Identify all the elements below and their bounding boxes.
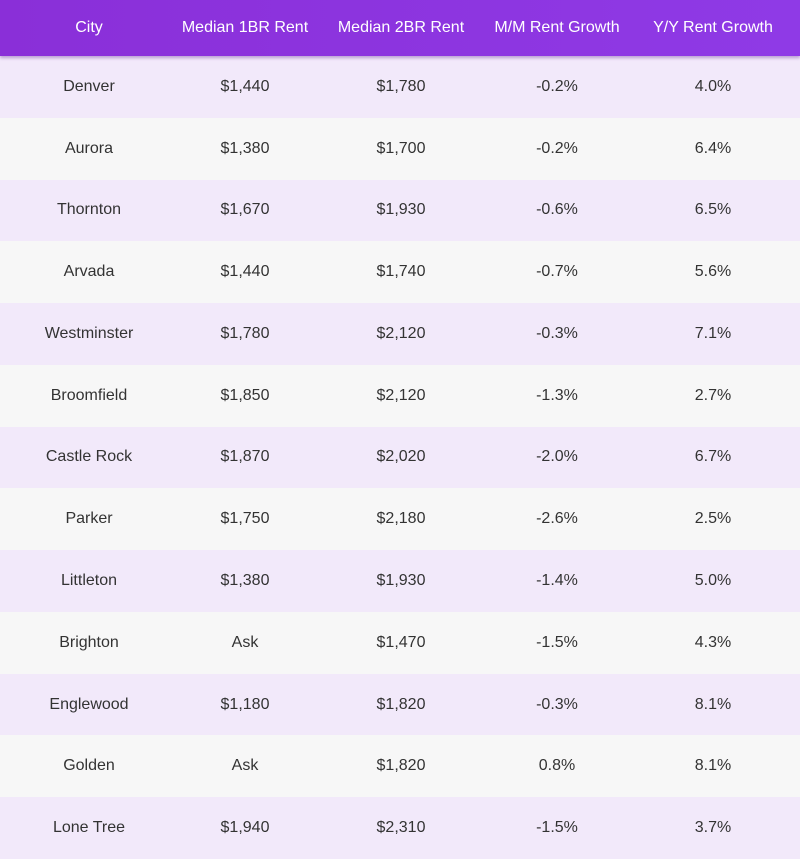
table-cell: Denver bbox=[63, 77, 115, 95]
table-cell: $1,930 bbox=[376, 201, 426, 219]
table-cell: $2,020 bbox=[376, 448, 426, 466]
table-cell: 5.0% bbox=[694, 572, 732, 589]
table-cell: $2,180 bbox=[376, 510, 426, 528]
table-row: Parker $1,750 $2,180 -2.6% 2.5% bbox=[0, 488, 800, 551]
table-cell: Brighton bbox=[59, 633, 119, 651]
table-cell: -0.3% bbox=[536, 695, 578, 713]
table-row: Aurora $1,380 $1,700 -0.2% 6.4% bbox=[0, 117, 800, 180]
table-cell: -0.2% bbox=[536, 77, 578, 95]
table-cell: $1,780 bbox=[220, 324, 270, 342]
table-cell: Littleton bbox=[60, 572, 118, 589]
table-cell: Englewood bbox=[49, 695, 129, 713]
table-cell: $1,870 bbox=[220, 448, 270, 466]
table-row: Arvada $1,440 $1,740 -0.7% 5.6% bbox=[0, 241, 800, 304]
table-row: Lone Tree $1,940 $2,310 -1.5% 3.7% bbox=[0, 797, 800, 859]
table-cell: 2.7% bbox=[694, 386, 732, 404]
table-cell: -0.7% bbox=[536, 263, 578, 281]
table-cell: $1,670 bbox=[220, 201, 270, 219]
table-cell: -0.3% bbox=[536, 324, 578, 342]
table-cell: Lone Tree bbox=[52, 819, 126, 837]
table-cell: Arvada bbox=[63, 263, 115, 281]
header-cell: M/M Rent Growth bbox=[494, 19, 620, 36]
table-row: Englewood $1,180 $1,820 -0.3% 8.1% bbox=[0, 673, 800, 736]
table-cell: $1,940 bbox=[220, 819, 270, 837]
header-cell: Median 1BR Rent bbox=[181, 19, 309, 36]
table-cell: -1.3% bbox=[536, 386, 578, 404]
table-cell: $1,380 bbox=[220, 572, 270, 589]
table-cell: $1,440 bbox=[220, 77, 270, 95]
table-cell: -2.0% bbox=[536, 448, 578, 466]
table-cell: $1,740 bbox=[376, 263, 426, 281]
table-cell: $1,700 bbox=[376, 139, 426, 157]
table-cell: -1.5% bbox=[536, 819, 578, 837]
table-cell: -0.6% bbox=[536, 201, 578, 219]
table-cell: $1,850 bbox=[220, 386, 270, 404]
table-cell: 6.4% bbox=[694, 139, 732, 157]
table-cell: 6.7% bbox=[694, 448, 732, 466]
table-header: City Median 1BR Rent Median 2BR Rent M/M Re… bbox=[0, 0, 800, 56]
table-cell: Golden bbox=[63, 757, 115, 775]
table-row: Littleton $1,380 $1,930 -1.4% 5.0% bbox=[0, 550, 800, 612]
table-cell: 7.1% bbox=[694, 324, 732, 342]
table-row: Thornton $1,670 $1,930 -0.6% 6.5% bbox=[0, 179, 800, 242]
table-cell: Westminster bbox=[44, 324, 134, 342]
table-cell: 4.0% bbox=[694, 77, 732, 95]
table-cell: $2,120 bbox=[376, 386, 426, 404]
table-cell: $1,930 bbox=[376, 572, 426, 589]
table-cell: $2,120 bbox=[376, 324, 426, 342]
table-row: Denver $1,440 $1,780 -0.2% 4.0% bbox=[0, 56, 800, 118]
table-cell: $1,440 bbox=[220, 263, 270, 281]
table-cell: $1,780 bbox=[376, 77, 426, 95]
table-cell: Aurora bbox=[64, 139, 114, 157]
table-cell: -2.6% bbox=[536, 510, 578, 528]
table-cell: -1.4% bbox=[536, 572, 578, 589]
table-cell: $1,750 bbox=[220, 510, 270, 528]
table-cell: $1,380 bbox=[220, 139, 270, 157]
table-cell: -1.5% bbox=[536, 633, 578, 651]
table-cell: 3.7% bbox=[694, 819, 732, 837]
table-cell: $1,180 bbox=[220, 695, 270, 713]
header-cell: City bbox=[75, 19, 103, 36]
table-row: Brighton Ask $1,470 -1.5% 4.3% bbox=[0, 611, 800, 674]
table-cell: 8.1% bbox=[694, 695, 732, 713]
table-cell: Ask bbox=[231, 757, 259, 775]
table-cell: Thornton bbox=[56, 201, 122, 219]
table-cell: $2,310 bbox=[376, 819, 426, 837]
table-cell: Broomfield bbox=[50, 386, 128, 404]
table-cell: 2.5% bbox=[694, 510, 732, 528]
table-cell: Parker bbox=[65, 510, 113, 528]
table-cell: $1,470 bbox=[376, 633, 426, 651]
header-cell: Median 2BR Rent bbox=[337, 19, 465, 36]
table-cell: 8.1% bbox=[694, 757, 732, 775]
table-row: Broomfield $1,850 $2,120 -1.3% 2.7% bbox=[0, 364, 800, 427]
table-cell: $1,820 bbox=[376, 757, 426, 775]
table-row: Westminster $1,780 $2,120 -0.3% 7.1% bbox=[0, 303, 800, 365]
table-cell: 0.8% bbox=[538, 757, 576, 775]
table-cell: 4.3% bbox=[694, 633, 732, 651]
table-cell: -0.2% bbox=[536, 139, 578, 157]
table-cell: $1,820 bbox=[376, 695, 426, 713]
table-body: Denver $1,440 $1,780 -0.2% 4.0% Aurora $1,380 $… bbox=[0, 56, 800, 859]
table-cell: 5.6% bbox=[694, 263, 732, 281]
header-cell: Y/Y Rent Growth bbox=[653, 19, 773, 36]
table-cell: Ask bbox=[231, 633, 259, 651]
table-cell: Castle Rock bbox=[45, 448, 133, 466]
table-row: Golden Ask $1,820 0.8% 8.1% bbox=[0, 735, 800, 798]
table-cell: 6.5% bbox=[694, 201, 732, 219]
table-row: Castle Rock $1,870 $2,020 -2.0% 6.7% bbox=[0, 426, 800, 489]
